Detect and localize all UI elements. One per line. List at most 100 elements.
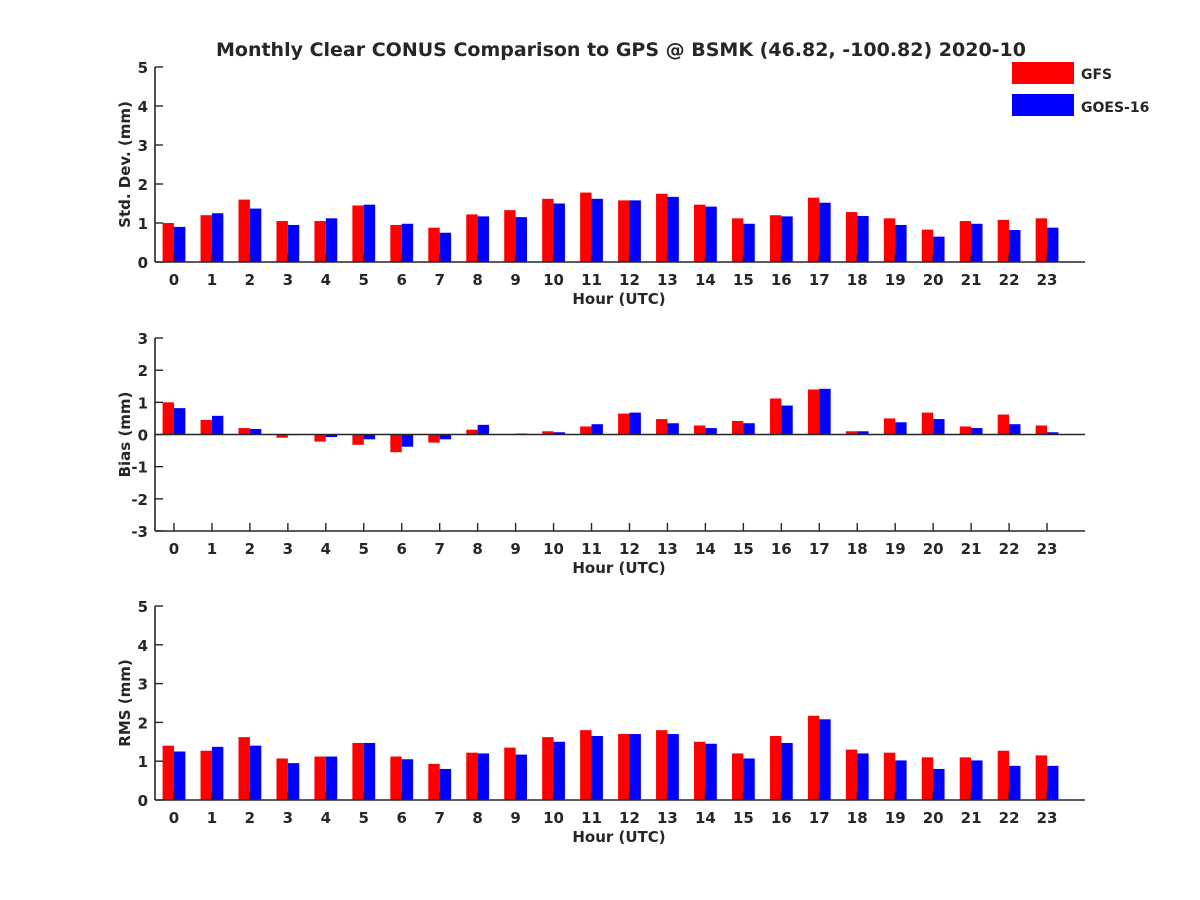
x-tick-label-bias: 11	[581, 540, 602, 558]
bar-stddev-gfs-22	[997, 219, 1010, 262]
x-tick-label-rms: 14	[695, 809, 716, 827]
x-tick-label-stddev: 13	[657, 271, 678, 289]
bar-rms-goes16-4	[325, 756, 338, 800]
x-tick-label-stddev: 3	[283, 271, 293, 289]
y-tick-label-rms: 0	[138, 792, 148, 810]
y-tick-label-bias: 3	[138, 330, 148, 348]
bar-rms-gfs-23	[1035, 755, 1048, 800]
bar-stddev-goes16-5	[363, 204, 376, 262]
bar-stddev-goes16-14	[705, 206, 717, 262]
bar-bias-goes16-18	[857, 431, 869, 435]
bar-stddev-goes16-21	[971, 223, 983, 262]
bar-stddev-goes16-4	[325, 218, 338, 262]
x-tick-label-rms: 12	[619, 809, 640, 827]
bar-rms-gfs-1	[200, 750, 212, 800]
x-tick-label-stddev: 19	[885, 271, 906, 289]
x-tick-label-rms: 11	[581, 809, 602, 827]
bar-rms-gfs-14	[694, 741, 706, 800]
bar-stddev-goes16-8	[477, 216, 490, 262]
x-tick-label-stddev: 20	[923, 271, 944, 289]
bar-bias-goes16-1	[211, 415, 224, 435]
bar-bias-gfs-7	[428, 434, 440, 443]
bar-stddev-goes16-0	[173, 226, 186, 262]
bar-rms-gfs-12	[618, 734, 630, 800]
bar-stddev-goes16-1	[211, 213, 224, 262]
bar-stddev-gfs-0	[162, 223, 174, 262]
bar-bias-goes16-0	[173, 408, 186, 435]
bar-rms-goes16-6	[401, 759, 414, 800]
x-tick-label-rms: 8	[472, 809, 482, 827]
bar-rms-gfs-15	[731, 753, 744, 800]
x-tick-label-bias: 8	[472, 540, 482, 558]
bar-stddev-goes16-10	[553, 203, 565, 262]
bar-bias-gfs-3	[276, 434, 288, 438]
bar-rms-goes16-18	[857, 753, 869, 800]
legend-label-gfs: GFS	[1081, 67, 1112, 83]
x-tick-label-stddev: 23	[1037, 271, 1058, 289]
bar-stddev-gfs-5	[352, 205, 364, 262]
y-tick-label-stddev: 4	[138, 98, 148, 116]
bar-stddev-gfs-20	[921, 229, 934, 262]
bar-bias-goes16-5	[363, 434, 376, 440]
x-tick-label-bias: 15	[733, 540, 754, 558]
y-tick-label-stddev: 0	[138, 254, 148, 272]
bar-rms-goes16-8	[477, 753, 490, 800]
bar-bias-goes16-8	[477, 424, 490, 435]
x-tick-label-stddev: 1	[207, 271, 217, 289]
bar-stddev-goes16-19	[895, 224, 907, 262]
bar-bias-gfs-17	[807, 389, 820, 435]
x-tick-label-rms: 13	[657, 809, 678, 827]
bar-bias-gfs-19	[883, 418, 896, 435]
bar-stddev-gfs-11	[580, 192, 592, 262]
bar-rms-goes16-19	[895, 760, 907, 800]
x-tick-label-stddev: 9	[510, 271, 520, 289]
x-tick-label-bias: 10	[543, 540, 564, 558]
x-tick-label-bias: 20	[923, 540, 944, 558]
x-tick-label-stddev: 5	[359, 271, 369, 289]
bar-bias-goes16-2	[249, 429, 262, 435]
x-tick-label-rms: 20	[923, 809, 944, 827]
bar-stddev-gfs-23	[1035, 218, 1048, 262]
bar-rms-gfs-3	[276, 758, 288, 800]
bar-stddev-gfs-2	[238, 199, 250, 262]
bar-rms-goes16-2	[249, 745, 262, 800]
x-axis-label-stddev: Hour (UTC)	[572, 290, 665, 308]
y-axis-label-stddev: Std. Dev. (mm)	[116, 101, 134, 228]
bar-rms-gfs-22	[997, 750, 1010, 800]
y-tick-label-rms: 5	[138, 598, 148, 616]
bar-bias-gfs-23	[1035, 425, 1048, 435]
bar-rms-goes16-5	[363, 742, 376, 800]
bar-bias-gfs-10	[542, 431, 554, 435]
x-tick-label-rms: 5	[359, 809, 369, 827]
x-tick-label-stddev: 15	[733, 271, 754, 289]
x-tick-label-rms: 21	[961, 809, 982, 827]
bar-bias-goes16-22	[1009, 424, 1021, 435]
bar-bias-gfs-1	[200, 420, 212, 435]
bar-bias-goes16-23	[1047, 432, 1059, 435]
y-tick-label-bias: -2	[131, 491, 148, 509]
x-tick-label-stddev: 18	[847, 271, 868, 289]
y-tick-label-bias: -1	[131, 459, 148, 477]
x-tick-label-bias: 13	[657, 540, 678, 558]
x-tick-label-stddev: 21	[961, 271, 982, 289]
bar-rms-goes16-9	[515, 754, 527, 800]
bar-stddev-goes16-23	[1047, 227, 1059, 262]
bar-stddev-goes16-18	[857, 215, 869, 262]
bar-rms-gfs-7	[428, 763, 440, 800]
x-tick-label-bias: 1	[207, 540, 217, 558]
bar-rms-goes16-1	[211, 746, 224, 800]
x-tick-label-stddev: 16	[771, 271, 792, 289]
bar-rms-goes16-17	[819, 719, 831, 800]
bar-bias-gfs-18	[845, 431, 858, 435]
x-tick-label-bias: 22	[999, 540, 1020, 558]
bar-rms-goes16-23	[1047, 765, 1059, 800]
bar-bias-gfs-4	[314, 434, 326, 442]
x-tick-label-rms: 9	[510, 809, 520, 827]
x-tick-label-rms: 2	[245, 809, 255, 827]
bar-bias-gfs-22	[997, 414, 1010, 435]
x-tick-label-bias: 23	[1037, 540, 1058, 558]
bar-bias-goes16-20	[933, 419, 945, 435]
bar-bias-gfs-13	[656, 419, 668, 435]
